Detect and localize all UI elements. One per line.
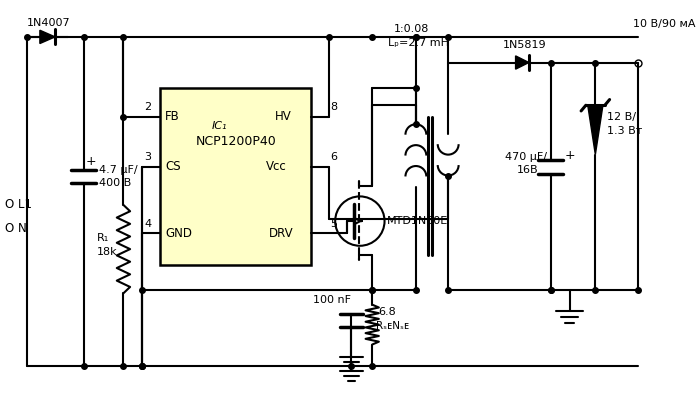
Text: 400 В: 400 В bbox=[99, 178, 131, 188]
Text: IC₁: IC₁ bbox=[211, 121, 228, 131]
Polygon shape bbox=[516, 56, 529, 69]
Text: 16В: 16В bbox=[517, 165, 538, 175]
Text: 1N4007: 1N4007 bbox=[27, 18, 70, 28]
Polygon shape bbox=[40, 30, 55, 44]
Text: 12 В/: 12 В/ bbox=[607, 112, 636, 122]
Polygon shape bbox=[588, 105, 603, 155]
Text: 470 μF/: 470 μF/ bbox=[505, 153, 547, 162]
Text: GND: GND bbox=[165, 227, 192, 240]
Text: 4: 4 bbox=[144, 219, 151, 229]
Text: 6.8: 6.8 bbox=[378, 307, 395, 317]
Text: +: + bbox=[85, 155, 96, 168]
Text: 8: 8 bbox=[330, 102, 337, 112]
Text: DRV: DRV bbox=[269, 227, 293, 240]
Text: O L1: O L1 bbox=[5, 198, 32, 211]
Text: CS: CS bbox=[165, 160, 181, 173]
Text: MTD1N60E: MTD1N60E bbox=[386, 216, 448, 226]
Text: 1:0.08: 1:0.08 bbox=[394, 24, 429, 34]
Text: 1.3 Вт: 1.3 Вт bbox=[607, 126, 642, 136]
Text: 10 В/90 мA: 10 В/90 мA bbox=[634, 19, 696, 29]
Text: RₛᴇΝₛᴇ: RₛᴇΝₛᴇ bbox=[376, 322, 409, 331]
Text: 3: 3 bbox=[144, 153, 151, 162]
Text: FB: FB bbox=[165, 110, 180, 123]
Text: 4.7 μF/: 4.7 μF/ bbox=[99, 165, 137, 175]
Text: 1N5819: 1N5819 bbox=[503, 40, 547, 51]
Bar bbox=[160, 88, 312, 265]
Text: 100 nF: 100 nF bbox=[314, 295, 351, 305]
Text: 18k: 18k bbox=[97, 247, 118, 257]
Text: 6: 6 bbox=[330, 153, 337, 162]
Text: Vᴄᴄ: Vᴄᴄ bbox=[266, 160, 286, 173]
Text: 2: 2 bbox=[144, 102, 151, 112]
Text: O N: O N bbox=[5, 222, 27, 235]
Text: R₁: R₁ bbox=[97, 233, 109, 243]
Text: 5: 5 bbox=[330, 219, 337, 229]
Text: NCP1200P40: NCP1200P40 bbox=[195, 135, 276, 148]
Text: Lₚ=2.7 mH: Lₚ=2.7 mH bbox=[389, 38, 449, 48]
Text: +: + bbox=[565, 149, 575, 162]
Text: HV: HV bbox=[275, 110, 292, 123]
